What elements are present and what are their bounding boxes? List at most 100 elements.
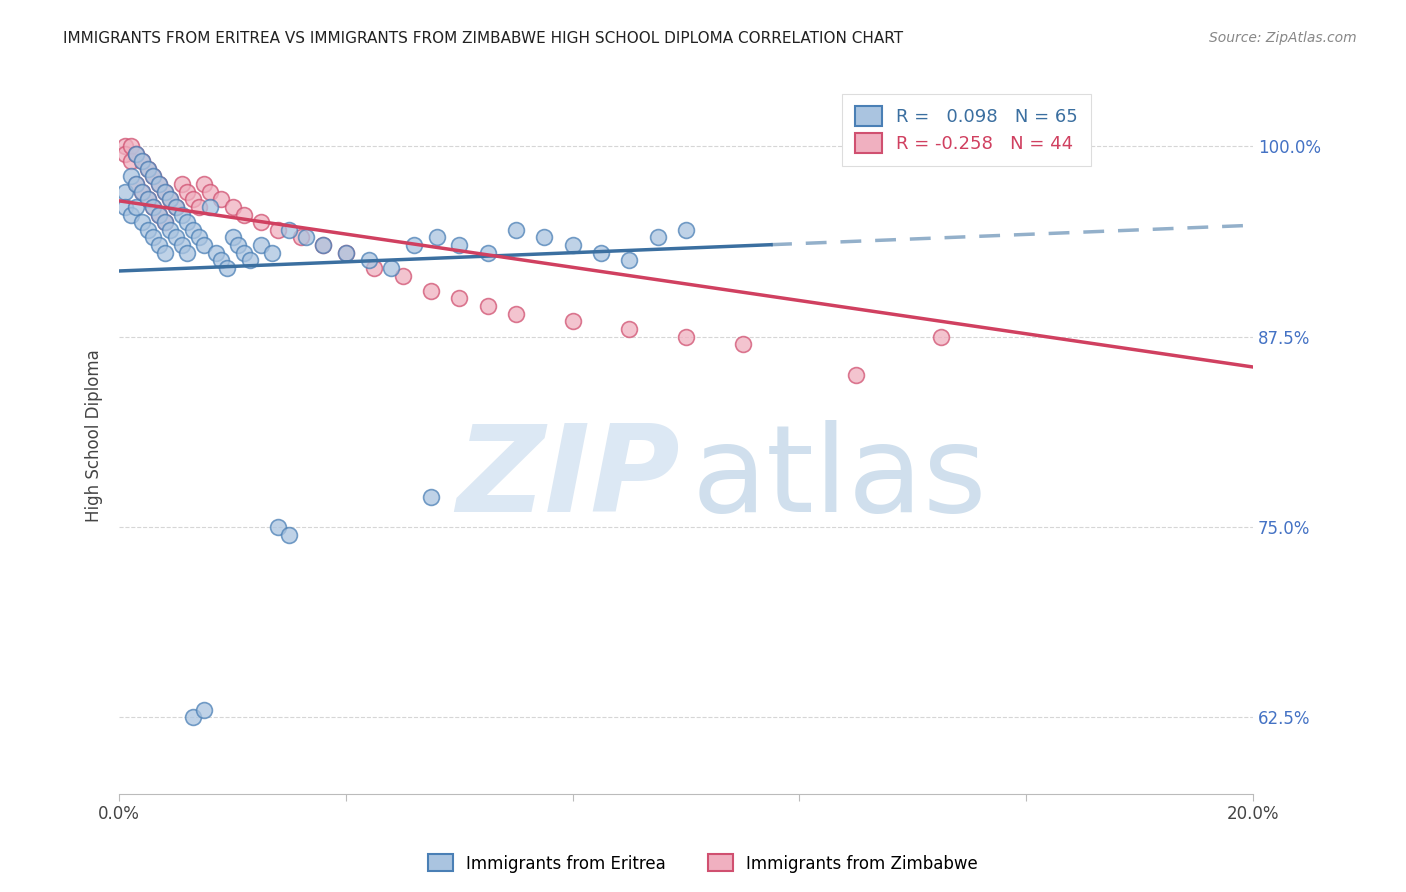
Point [165, 200, 187, 214]
Point [449, 292, 471, 306]
Point [131, 185, 153, 199]
Point [153, 185, 176, 199]
Point [148, 238, 170, 252]
Point [153, 185, 176, 199]
Point [845, 368, 868, 382]
Point [619, 322, 641, 336]
Point [148, 208, 170, 222]
Point [675, 329, 697, 343]
Point [267, 520, 290, 534]
Point [312, 238, 335, 252]
Point [262, 245, 284, 260]
Point [153, 245, 176, 260]
Point [114, 185, 136, 199]
Point [193, 238, 215, 252]
Point [391, 268, 413, 283]
Point [193, 703, 215, 717]
Point [176, 245, 198, 260]
Point [209, 253, 232, 268]
Point [120, 139, 142, 153]
Point [159, 192, 181, 206]
Point [426, 230, 449, 244]
Point [505, 307, 527, 321]
Point [165, 200, 187, 214]
Point [226, 238, 249, 252]
Point [148, 177, 170, 191]
Point [125, 177, 148, 191]
Point [221, 200, 243, 214]
Point [647, 230, 669, 244]
Point [561, 238, 583, 252]
Point [181, 192, 204, 206]
Point [148, 208, 170, 222]
Point [181, 223, 204, 237]
Point [136, 223, 159, 237]
Point [477, 299, 499, 313]
Point [420, 490, 443, 504]
Point [176, 185, 198, 199]
Point [136, 161, 159, 176]
Point [380, 260, 402, 275]
Point [335, 245, 357, 260]
Point [114, 200, 136, 214]
Point [181, 710, 204, 724]
Point [250, 215, 273, 229]
Point [221, 230, 243, 244]
Point [131, 154, 153, 169]
Point [159, 192, 181, 206]
Point [159, 223, 181, 237]
Point [731, 337, 754, 351]
Point [148, 177, 170, 191]
Point [170, 208, 193, 222]
Point [267, 223, 290, 237]
Point [136, 161, 159, 176]
Point [561, 314, 583, 328]
Point [142, 169, 165, 184]
Point [204, 245, 226, 260]
Point [233, 208, 256, 222]
Point [170, 238, 193, 252]
Point [125, 146, 148, 161]
Point [120, 208, 142, 222]
Point [589, 245, 612, 260]
Point [239, 253, 262, 268]
Point [290, 230, 312, 244]
Text: Source: ZipAtlas.com: Source: ZipAtlas.com [1209, 31, 1357, 45]
Point [120, 169, 142, 184]
Point [142, 200, 165, 214]
Point [209, 192, 232, 206]
Point [505, 223, 527, 237]
Point [142, 200, 165, 214]
Point [193, 177, 215, 191]
Text: IMMIGRANTS FROM ERITREA VS IMMIGRANTS FROM ZIMBABWE HIGH SCHOOL DIPLOMA CORRELAT: IMMIGRANTS FROM ERITREA VS IMMIGRANTS FR… [63, 31, 904, 46]
Point [420, 284, 443, 298]
Point [187, 230, 209, 244]
Point [675, 223, 697, 237]
Point [233, 245, 256, 260]
Text: atlas: atlas [692, 420, 987, 537]
Point [278, 527, 301, 541]
Point [402, 238, 425, 252]
Point [114, 139, 136, 153]
Point [278, 223, 301, 237]
Point [363, 260, 385, 275]
Point [142, 230, 165, 244]
Point [357, 253, 380, 268]
Point [198, 185, 221, 199]
Point [215, 260, 238, 275]
Legend: R =   0.098   N = 65, R = -0.258   N = 44: R = 0.098 N = 65, R = -0.258 N = 44 [842, 94, 1091, 166]
Point [131, 215, 153, 229]
Text: ZIP: ZIP [457, 420, 681, 537]
Point [619, 253, 641, 268]
Point [295, 230, 318, 244]
Point [533, 230, 555, 244]
Point [114, 146, 136, 161]
Point [153, 215, 176, 229]
Point [125, 146, 148, 161]
Point [153, 215, 176, 229]
Point [250, 238, 273, 252]
Point [929, 329, 952, 343]
Point [131, 185, 153, 199]
Point [449, 238, 471, 252]
Point [312, 238, 335, 252]
